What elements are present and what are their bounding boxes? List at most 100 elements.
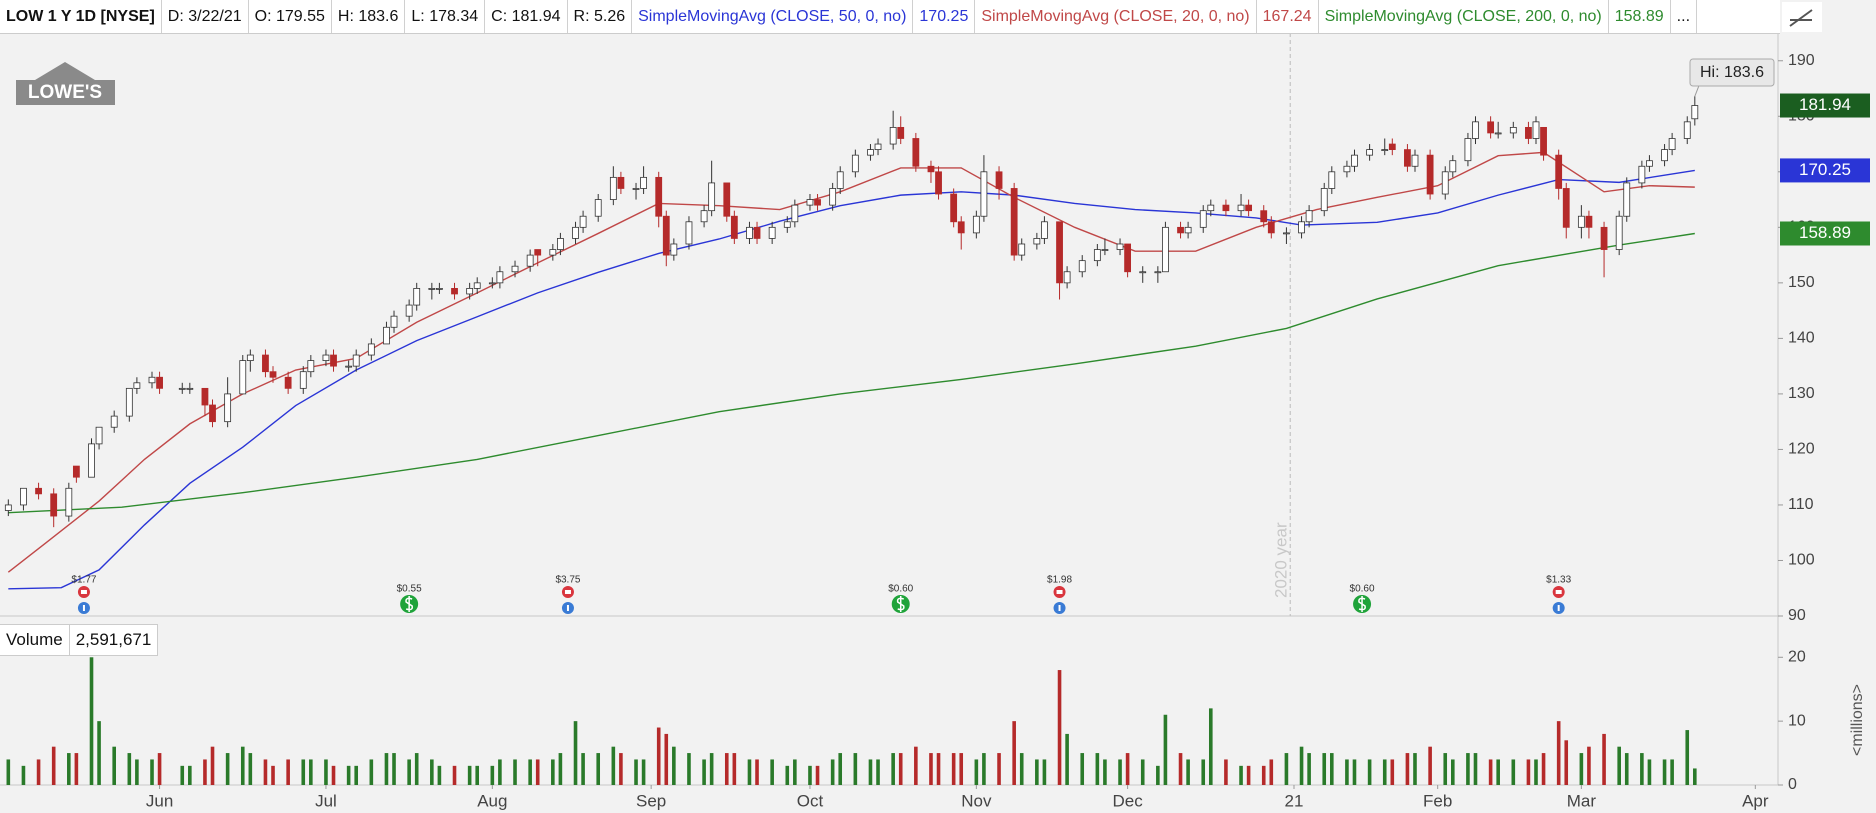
candle-body [1078,260,1086,273]
candle-body [1509,126,1517,134]
candle-body [814,199,821,206]
volume-y-tick-label: 10 [1788,712,1806,729]
candle-body [685,221,693,245]
volume-bar [89,657,94,785]
volume-bar [1382,759,1387,785]
low-field: L: 178.34 [405,0,486,33]
volume-bar [770,759,774,785]
logo: LOWE'S [16,62,115,105]
candle-body [1018,243,1026,256]
volume-bar [248,753,253,785]
low-value: 178.34 [429,8,479,25]
candle-body [640,176,647,189]
dividend-label: $0.60 [1350,584,1375,595]
volume-bar [1186,759,1190,785]
tool-icon-glyph [1789,9,1813,27]
candle-body [889,126,897,145]
volume-bar [619,753,623,785]
volume-bar [808,765,812,785]
x-tick-label: Nov [961,791,992,810]
volume-bar [793,759,797,785]
volume-bar [1035,759,1039,785]
ma-name: SimpleMovingAvg (CLOSE, 20, 0, no) [981,8,1250,25]
volume-bar [1103,759,1107,785]
candle-body [383,326,390,345]
ma-field: SimpleMovingAvg (CLOSE, 20, 0, no) [975,0,1257,33]
candle-body [1600,226,1608,250]
candle-body [556,238,564,250]
candle-body [405,304,413,317]
candle-body [345,365,353,368]
symbol: LOW 1 Y 1D [NYSE] [0,0,162,33]
candle-body [534,249,542,256]
candle-body [670,243,678,256]
volume-bar [1322,753,1327,785]
volume-bar [1140,759,1145,785]
date-field: D: 3/22/21 [162,0,249,33]
candle-body [20,487,27,506]
volume-bar [1640,753,1644,785]
candle-body [35,487,42,495]
hi-value: 183.6 [1724,64,1764,81]
candle-body [1283,232,1290,235]
candle-body [1668,138,1676,151]
volume-bar [732,753,737,785]
x-tick-label: Jun [146,791,173,810]
volume-bar [1299,746,1304,785]
volume-y-tick-label: 0 [1788,776,1797,793]
volume-bar [430,759,434,785]
candle-body [655,176,663,217]
candle-body [662,215,670,256]
volume-unit-label: <millions> [1849,684,1866,756]
candle-body [1683,121,1691,139]
volume-bar [1617,746,1621,785]
y-tick-label: 130 [1788,385,1815,402]
candle-body [1260,210,1268,223]
earnings-icon-glyph [1555,590,1562,594]
moving-average-line [8,232,1695,514]
ma-field: SimpleMovingAvg (CLOSE, 200, 0, no) [1319,0,1609,33]
candle-body [330,354,337,367]
candle-body [435,288,443,290]
volume-last: 2,591,671 [68,625,158,655]
y-tick-label: 190 [1788,52,1815,69]
volume-bar [1541,753,1546,785]
volume-bar [1670,759,1674,785]
candle-body [1661,149,1668,162]
volume-bar [997,753,1001,785]
volume-bar [535,759,540,785]
hi-box [1689,58,1775,87]
volume-bar [51,746,56,785]
volume-bar [1579,753,1584,785]
volume-bar [551,759,555,785]
candle-body [746,226,753,239]
volume-bar [157,753,162,785]
volume-bar [1428,746,1432,785]
candle-body [50,493,58,517]
y-tick-label: 90 [1788,607,1806,624]
volume-bar [127,753,132,785]
earnings-icon-glyph [80,590,87,594]
candle-body [1154,271,1162,274]
ma-badge: 158.89 [1799,223,1851,242]
x-tick-label: Dec [1112,791,1143,810]
ma-name: SimpleMovingAvg (CLOSE, 200, 0, no) [1324,8,1602,25]
candle-body [95,426,103,445]
close-label: C: [491,8,508,25]
ma-name: SimpleMovingAvg (CLOSE, 50, 0, no) [638,8,907,25]
volume-bar [1488,759,1493,785]
volume-bar [815,765,820,785]
x-tick-label: Mar [1567,791,1597,810]
volume-bar [1587,746,1591,785]
candle-body [269,371,277,378]
ma-fields: SimpleMovingAvg (CLOSE, 50, 0, no) 170.25… [632,0,1671,33]
candle-body [1472,121,1479,139]
candle-body [632,188,640,190]
y-tick-label: 110 [1788,496,1814,513]
volume-bar [1201,759,1206,785]
volume-bar [346,765,351,785]
candle-body [299,371,307,389]
candle-body [1638,165,1646,184]
date-value: 3/22/21 [188,8,242,25]
candle-body [246,354,254,361]
